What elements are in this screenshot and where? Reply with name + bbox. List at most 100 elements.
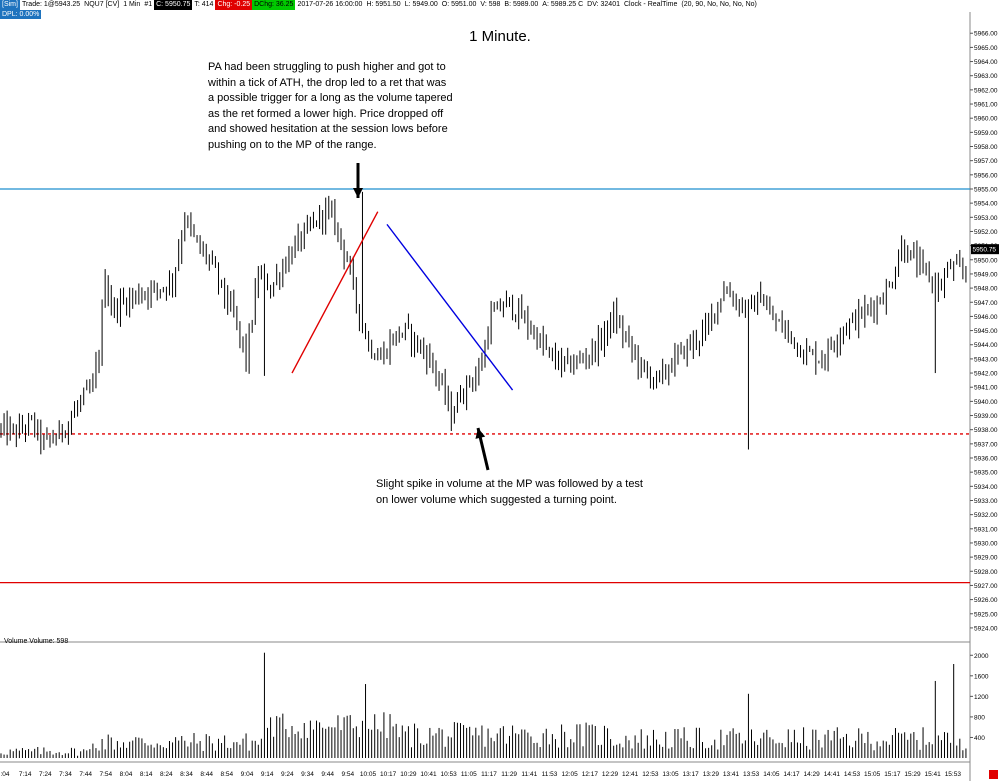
time-tick-label: 15:53 [945, 771, 962, 778]
time-tick-label: 14:41 [824, 771, 841, 778]
time-tick-label: 13:53 [743, 771, 760, 778]
price-tick-label: 5963.00 [974, 73, 998, 80]
price-tick-label: 5925.00 [974, 611, 998, 618]
time-tick-label: 11:53 [542, 771, 558, 778]
time-tick-label: 9:44 [321, 771, 334, 778]
top-annotation-line: pushing on to the MP of the range. [208, 138, 377, 151]
time-tick-label: 11:41 [521, 771, 537, 778]
time-tick-label: 14:17 [783, 771, 800, 778]
time-tick-label: 7:24 [39, 771, 52, 778]
time-tick-label: 10:53 [441, 771, 458, 778]
volume-tick-label: 800 [974, 714, 985, 721]
time-tick-label: 8:44 [200, 771, 213, 778]
volume-tick-label: 1200 [974, 694, 989, 701]
last-price-box [971, 244, 999, 255]
price-tick-label: 5931.00 [974, 526, 998, 533]
instrument-label: NQU7 [CV] [84, 1, 120, 8]
price-tick-label: 5957.00 [974, 158, 998, 165]
change-label: Chg: -0.25 [215, 0, 253, 10]
price-tick-label: 5949.00 [974, 271, 998, 278]
ask-label: A: 5989.25 C [542, 1, 584, 8]
annotation-arrow-head [475, 428, 486, 439]
bottom-annotation-line: on lower volume which suggested a turnin… [376, 493, 617, 506]
time-tick-label: 9:34 [301, 771, 314, 778]
clock-label: Clock - RealTime [623, 1, 678, 8]
time-tick-label: 8:54 [221, 771, 234, 778]
price-tick-label: 5929.00 [974, 555, 998, 562]
chart-title: 1 Minute. [469, 28, 531, 45]
time-tick-label: 7:34 [59, 771, 72, 778]
time-tick-label: 15:05 [864, 771, 881, 778]
dchange-label: DChg: 36.25 [252, 0, 296, 10]
time-tick-label: 8:14 [140, 771, 153, 778]
dpl-label: DPL: 0.00% [0, 10, 42, 19]
price-tick-label: 5924.00 [974, 625, 998, 632]
top-annotation-line: within a tick of ATH, the drop led to a … [208, 76, 447, 89]
bottom-annotation-line: Slight spike in volume at the MP was fol… [376, 478, 643, 490]
high-label: H: 5951.50 [366, 1, 401, 8]
top-annotation-line: PA had been struggling to push higher an… [208, 61, 446, 73]
annotation-arrow-head [353, 188, 363, 198]
time-tick-label: 12:05 [562, 771, 579, 778]
time-tick-label: 14:53 [844, 771, 861, 778]
alert-square [989, 770, 998, 779]
time-tick-label: 8:34 [180, 771, 193, 778]
chart-header: [Sim] Trade: 1@5943.25 NQU7 [CV] 1 Min #1 C: … [0, 0, 960, 10]
price-tick-label: 5932.00 [974, 512, 998, 519]
price-tick-label: 5966.00 [974, 31, 998, 38]
ticks-label: T: 414 [194, 1, 214, 8]
time-tick-label: 9:24 [281, 771, 294, 778]
price-tick-label: 5960.00 [974, 116, 998, 123]
time-tick-label: 15:41 [925, 771, 942, 778]
time-tick-label: :04 [0, 771, 9, 778]
price-tick-label: 5943.00 [974, 356, 998, 363]
price-tick-label: 5958.00 [974, 144, 998, 151]
account-label: [Sim] [0, 0, 20, 10]
trade-label: Trade: 1@5943.25 [21, 1, 81, 8]
top-annotation-line: as the ret formed a lower high. Price dr… [208, 107, 444, 120]
price-tick-label: 5962.00 [974, 87, 998, 94]
time-tick-label: 13:41 [723, 771, 740, 778]
trend-line [291, 211, 379, 374]
time-tick-label: 15:17 [884, 771, 901, 778]
price-tick-label: 5939.00 [974, 413, 998, 420]
time-tick-label: 12:17 [582, 771, 599, 778]
bid-label: B: 5989.00 [504, 1, 539, 8]
time-tick-label: 13:05 [662, 771, 679, 778]
price-tick-label: 5940.00 [974, 399, 998, 406]
price-tick-label: 5965.00 [974, 45, 998, 52]
time-tick-label: 11:17 [481, 771, 497, 778]
time-tick-label: 9:54 [342, 771, 355, 778]
time-tick-label: 10:05 [360, 771, 377, 778]
time-tick-label: 7:44 [79, 771, 92, 778]
price-tick-label: 5930.00 [974, 540, 998, 547]
time-tick-label: 8:24 [160, 771, 173, 778]
panel-label: #1 [144, 1, 153, 8]
params-label: (20, 90, No, No, No, No) [681, 1, 757, 8]
price-tick-label: 5956.00 [974, 172, 998, 179]
price-tick-label: 5946.00 [974, 314, 998, 321]
time-tick-label: 15:29 [904, 771, 921, 778]
price-tick-label: 5928.00 [974, 569, 998, 576]
price-tick-label: 5959.00 [974, 130, 998, 137]
price-tick-label: 5933.00 [974, 498, 998, 505]
time-tick-label: 14:05 [763, 771, 780, 778]
time-tick-label: 10:17 [380, 771, 397, 778]
price-tick-label: 5941.00 [974, 385, 998, 392]
time-tick-label: 12:41 [622, 771, 639, 778]
price-tick-label: 5955.00 [974, 186, 998, 193]
price-tick-label: 5938.00 [974, 427, 998, 434]
volume-tick-label: 2000 [974, 653, 989, 660]
top-annotation-line: a possible trigger for a long as the vol… [208, 92, 453, 104]
price-tick-label: 5948.00 [974, 286, 998, 293]
trend-line [386, 223, 514, 391]
price-tick-label: 5964.00 [974, 59, 998, 66]
price-tick-label: 5934.00 [974, 484, 998, 491]
price-tick-label: 5947.00 [974, 300, 998, 307]
close-label: C: 5950.75 [154, 0, 193, 10]
last-price-label: 5950.75 [973, 247, 997, 254]
open-label: O: 5951.00 [441, 1, 477, 8]
top-annotation: PA had been struggling to push higher an… [208, 60, 453, 153]
interval-label: 1 Min [123, 1, 141, 8]
